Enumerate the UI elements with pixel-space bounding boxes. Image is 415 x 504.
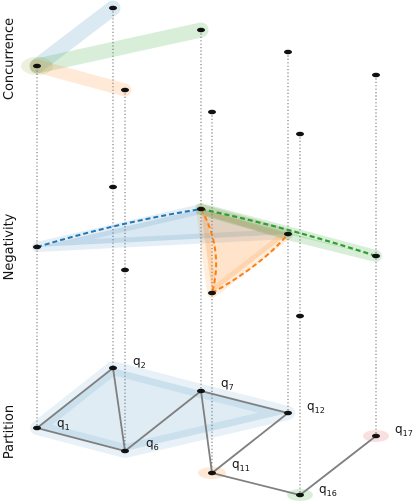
edge-q6-q7	[124, 390, 202, 452]
concurrence-band-blue	[29, 0, 121, 74]
node-q1-negativity	[33, 244, 41, 250]
node-q2-partition	[109, 365, 117, 371]
edge-q11-q12	[211, 412, 289, 474]
node-q6-partition	[121, 448, 129, 454]
node-q11-partition	[208, 470, 216, 476]
node-q7-concurrence	[197, 27, 205, 33]
label-q11: q11	[232, 457, 250, 473]
layer-label-partition: Partition	[2, 405, 17, 459]
partition-edges	[36, 367, 377, 496]
node-q11-concurrence	[208, 109, 216, 115]
partition-layer: q1 q2 q6 q7 q11 q12 q16 q17	[30, 354, 413, 501]
node-q17-negativity	[372, 253, 380, 259]
node-q1-partition	[33, 425, 41, 431]
node-q16-negativity	[296, 313, 304, 319]
negativity-curve-green	[200, 207, 377, 258]
node-q16-partition	[296, 492, 304, 498]
node-q1-concurrence	[33, 63, 41, 69]
negativity-curve-orange-2	[211, 233, 289, 294]
concurrence-layer	[21, 0, 380, 137]
partition-labels: q1 q2 q6 q7 q11 q12 q16 q17	[57, 354, 413, 498]
node-q2-negativity	[109, 184, 117, 190]
label-q16: q16	[319, 482, 337, 498]
label-q1: q1	[57, 416, 70, 432]
node-q12-partition	[284, 410, 292, 416]
node-q7-partition	[197, 388, 205, 394]
node-q12-negativity	[284, 231, 292, 237]
edge-q2-q6	[112, 367, 126, 452]
node-q7-negativity	[197, 206, 205, 212]
label-q2: q2	[133, 354, 146, 370]
layer-label-concurrence: Concurrence	[2, 18, 17, 100]
negativity-nodes	[33, 184, 380, 319]
edge-q7-q11	[200, 390, 213, 474]
node-q12-concurrence	[284, 49, 292, 55]
layer-label-negativity: Negativity	[2, 213, 17, 280]
label-q7: q7	[221, 376, 234, 392]
node-q16-concurrence	[296, 131, 304, 137]
negativity-curve-orange-1	[200, 208, 218, 294]
edge-q1-q2	[36, 367, 114, 429]
edge-q16-q17	[299, 435, 377, 496]
concurrence-nodes	[33, 5, 380, 137]
node-q11-negativity	[208, 290, 216, 296]
node-q6-concurrence	[121, 87, 129, 93]
concurrence-band-orange	[30, 59, 132, 97]
negativity-region-orange	[196, 204, 293, 298]
edge-q7-q12	[200, 390, 289, 414]
partition-nodes	[33, 365, 380, 498]
negativity-region-blue	[32, 204, 293, 252]
label-q17: q17	[395, 422, 413, 438]
node-q17-partition	[372, 433, 380, 439]
node-q6-negativity	[121, 267, 129, 273]
negativity-curve-blue	[36, 208, 202, 248]
label-q12: q12	[307, 399, 325, 415]
concurrence-band-green	[29, 22, 209, 74]
negativity-layer	[32, 184, 382, 319]
label-q6: q6	[146, 436, 159, 452]
edge-q1-q6	[36, 427, 126, 452]
edge-q11-q16	[211, 472, 301, 496]
node-q17-concurrence	[372, 72, 380, 78]
node-q2-concurrence	[109, 5, 117, 11]
